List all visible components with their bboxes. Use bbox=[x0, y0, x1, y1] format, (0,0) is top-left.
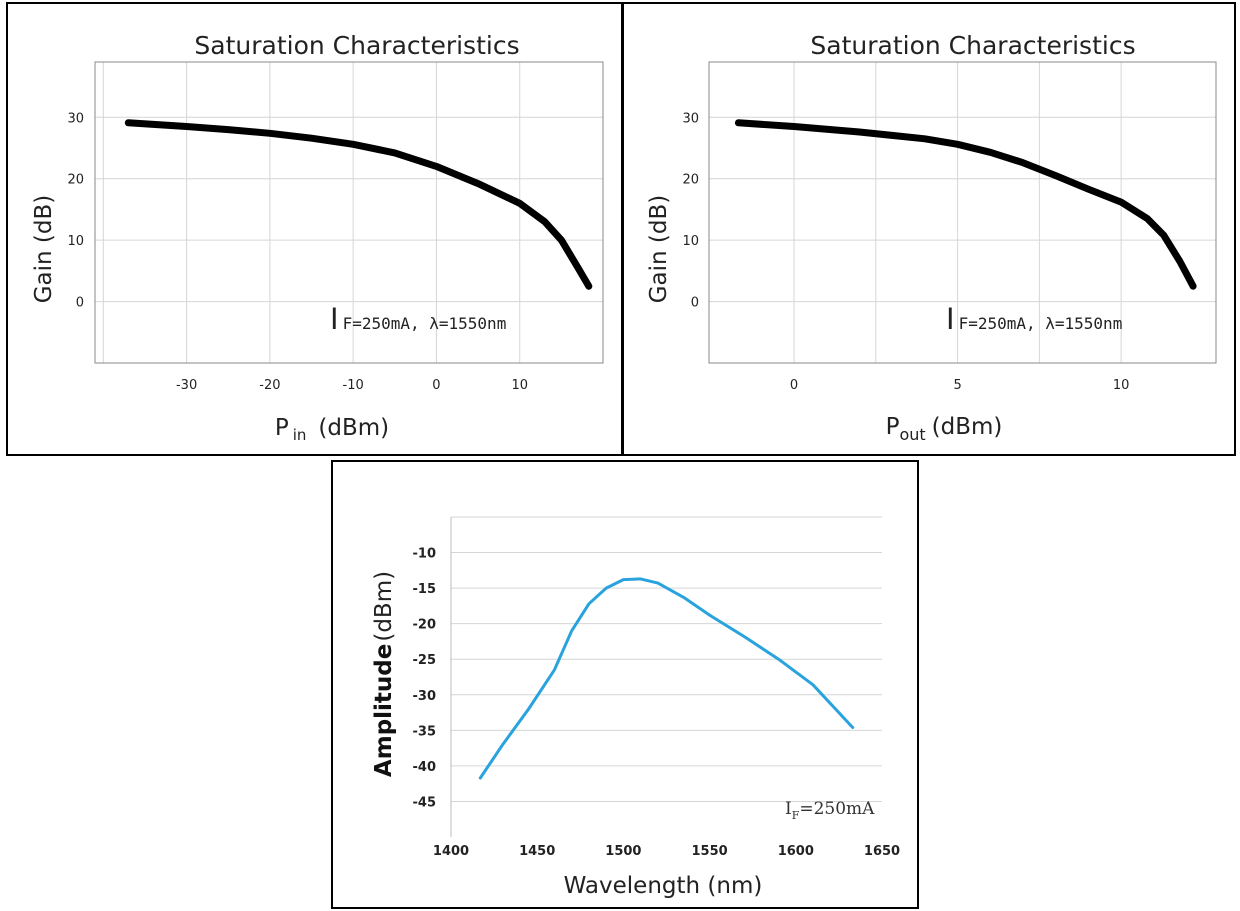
y-ticks: 0 10 20 30 bbox=[682, 111, 699, 310]
x-tick-label: 1400 bbox=[433, 844, 469, 859]
y-tick-label: 10 bbox=[67, 234, 84, 249]
x-tick-label: 1650 bbox=[864, 844, 900, 859]
series-line bbox=[734, 119, 1197, 290]
y-tick-label: 30 bbox=[67, 111, 84, 126]
x-tick-label: -10 bbox=[343, 378, 364, 393]
x-axis-label-sub: in bbox=[293, 426, 307, 444]
x-axis-label: Wavelength (nm) bbox=[564, 873, 763, 899]
plot-frame bbox=[94, 61, 604, 364]
annotation-i: I bbox=[330, 302, 339, 336]
y-tick-label: -15 bbox=[413, 582, 437, 597]
annotation-text: =250mA bbox=[799, 799, 875, 819]
x-axis-label-unit: (dBm) bbox=[318, 415, 389, 441]
x-tick-label: 0 bbox=[432, 378, 440, 393]
y-tick-label: 0 bbox=[76, 296, 84, 311]
series-layer bbox=[478, 577, 855, 780]
annotation: I F=250mA, λ=1550nm bbox=[330, 302, 506, 336]
chart-svg-pin: Saturation Characteristics -30 -20 -10 0 10 … bbox=[31, 31, 604, 444]
series-line bbox=[478, 577, 855, 780]
x-tick-label: -30 bbox=[176, 378, 197, 393]
y-tick-label: -30 bbox=[413, 689, 437, 704]
series-layer bbox=[124, 119, 593, 290]
x-axis-label-unit: (dBm) bbox=[932, 414, 1003, 440]
y-tick-label: 20 bbox=[682, 173, 699, 188]
x-tick-label: 5 bbox=[953, 378, 961, 393]
x-tick-label: 10 bbox=[1113, 378, 1130, 393]
x-tick-label: 1600 bbox=[778, 844, 814, 859]
plot-frame bbox=[708, 61, 1217, 364]
chart-svg-spectrum: 1400 1450 1500 1550 1600 1650 -10 -15 -20 -25 -30… bbox=[371, 516, 900, 899]
x-tick-label: 1500 bbox=[605, 844, 641, 859]
annotation: IF=250mA bbox=[785, 799, 875, 822]
annotation-i: I bbox=[785, 799, 792, 819]
x-ticks: -30 -20 -10 0 10 bbox=[176, 378, 528, 393]
x-tick-label: -20 bbox=[259, 378, 280, 393]
x-axis-label-main: P bbox=[886, 414, 900, 440]
y-axis-label: Amplitude(dBm) bbox=[371, 571, 397, 777]
y-tick-label: -10 bbox=[413, 547, 437, 562]
y-tick-label: 30 bbox=[682, 111, 699, 126]
annotation: I F=250mA, λ=1550nm bbox=[946, 302, 1122, 336]
annotation-text: F=250mA, λ=1550nm bbox=[959, 314, 1123, 333]
x-tick-label: 10 bbox=[511, 378, 528, 393]
y-ticks: 0 10 20 30 bbox=[67, 111, 84, 310]
x-ticks: 1400 1450 1500 1550 1600 1650 bbox=[433, 844, 900, 859]
y-axis-label: Gain (dB) bbox=[646, 195, 672, 304]
y-tick-label: -20 bbox=[413, 618, 437, 633]
x-tick-label: 1450 bbox=[519, 844, 555, 859]
y-ticks: -10 -15 -20 -25 -30 -35 -40 -45 bbox=[413, 547, 437, 811]
y-tick-label: -35 bbox=[413, 724, 437, 739]
x-axis-label: Pout (dBm) bbox=[886, 414, 1003, 444]
annotation-text: F=250mA, λ=1550nm bbox=[343, 314, 507, 333]
y-tick-label: -45 bbox=[413, 795, 437, 810]
y-tick-label: 10 bbox=[682, 234, 699, 249]
x-axis-label-sub: out bbox=[899, 425, 925, 444]
y-tick-label: -40 bbox=[413, 760, 437, 775]
annotation-i: I bbox=[946, 302, 955, 336]
chart-panel-pout: Saturation Characteristics 0 5 10 0 10 20 30 … bbox=[622, 2, 1236, 456]
chart-title: Saturation Characteristics bbox=[810, 31, 1135, 60]
x-axis-label-main: P bbox=[275, 415, 289, 441]
grid bbox=[709, 62, 1216, 363]
y-tick-label: -25 bbox=[413, 653, 437, 668]
x-ticks: 0 5 10 bbox=[790, 378, 1130, 393]
y-axis-label: Gain (dB) bbox=[31, 195, 57, 304]
series-layer bbox=[734, 119, 1197, 290]
chart-panel-spectrum: 1400 1450 1500 1550 1600 1650 -10 -15 -20 -25 -30… bbox=[331, 460, 919, 909]
y-axis-label-unit: (dBm) bbox=[371, 571, 397, 642]
annotation-sub: F bbox=[792, 809, 800, 822]
grid bbox=[451, 516, 882, 802]
grid bbox=[95, 62, 603, 363]
x-tick-label: 0 bbox=[790, 378, 798, 393]
x-tick-label: 1550 bbox=[692, 844, 728, 859]
y-tick-label: 20 bbox=[67, 173, 84, 188]
chart-svg-pout: Saturation Characteristics 0 5 10 0102030 … bbox=[646, 31, 1217, 444]
y-axis-label-main: Amplitude bbox=[371, 644, 397, 777]
y-tick-label: 0 bbox=[691, 296, 699, 311]
chart-title: Saturation Characteristics bbox=[194, 31, 519, 60]
series-line bbox=[124, 119, 593, 290]
chart-panel-pin: Saturation Characteristics -30 -20 -10 0 10 … bbox=[6, 2, 623, 456]
